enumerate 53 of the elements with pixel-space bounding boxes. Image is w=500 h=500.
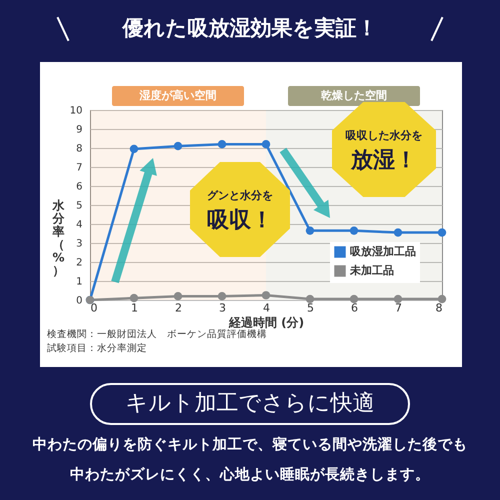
x-tick-label: 2 [175, 302, 182, 314]
point [218, 140, 226, 148]
x-tick-label: 0 [90, 302, 98, 314]
annotation: 吸収した水分を [344, 128, 424, 143]
chart-title: 優れた吸放湿効果を実証！ [121, 15, 378, 42]
point [438, 228, 446, 237]
point [350, 294, 358, 304]
point [306, 226, 314, 235]
point [262, 291, 270, 300]
legend-label: 未加工品 [349, 264, 394, 277]
point [130, 294, 138, 302]
y-tick-label: 3 [76, 238, 82, 250]
point [394, 228, 402, 237]
annotation: グンと水分を [206, 188, 274, 203]
legend-label: 吸放湿加工品 [350, 245, 416, 258]
text: キルト加工でさらに快適 [90, 383, 410, 425]
x-tick-label: 3 [219, 302, 226, 314]
point [218, 292, 226, 300]
y-tick-label: 1 [76, 276, 82, 288]
text: 検査機関：一般財団法人 ボーケン品質評価機構 [47, 328, 267, 341]
x-tick-label: 8 [436, 302, 442, 314]
annotation: 吸収！ [206, 207, 274, 235]
text: 中わたの偏りを防ぐキルト加工で、寝ている間や洗濯した後でも [32, 436, 468, 454]
x-axis-title: 経過時間 (分) [228, 316, 304, 330]
band-label: 湿度が高い空間 [138, 89, 216, 102]
text: 中わたがズレにくく、心地よい睡眠が長続きします。 [69, 465, 431, 484]
point [130, 144, 138, 154]
point [438, 294, 446, 304]
callout-bubble: 吸収した水分を 放湿！ [332, 102, 436, 197]
annotation: 放湿！ [350, 147, 418, 175]
y-axis-title: 水分率（%） [52, 198, 66, 278]
y-tick-label: 8 [76, 144, 82, 154]
point [174, 142, 182, 150]
x-tick-label: 5 [307, 302, 314, 314]
y-tick-label: 4 [76, 220, 82, 230]
callout-bubble: グンと水分を 吸収！ [190, 162, 290, 257]
point [306, 294, 314, 304]
y-tick-label: 10 [70, 106, 82, 116]
x-tick-label: 7 [395, 302, 402, 314]
y-tick-label: 2 [76, 258, 82, 268]
x-tick-label: 4 [263, 302, 270, 314]
x-tick-label: 1 [131, 302, 138, 314]
x-tick-label: 6 [351, 302, 358, 314]
band-label: 乾燥した空間 [321, 89, 387, 102]
point [394, 294, 402, 304]
y-tick-label: 5 [76, 200, 82, 212]
point [350, 226, 358, 235]
point [174, 292, 182, 300]
y-tick-label: 7 [76, 162, 82, 174]
y-tick-label: 9 [76, 124, 82, 136]
y-tick-label: 6 [76, 182, 82, 192]
text: 試験項目：水分率測定 [47, 342, 147, 355]
point [262, 140, 270, 148]
